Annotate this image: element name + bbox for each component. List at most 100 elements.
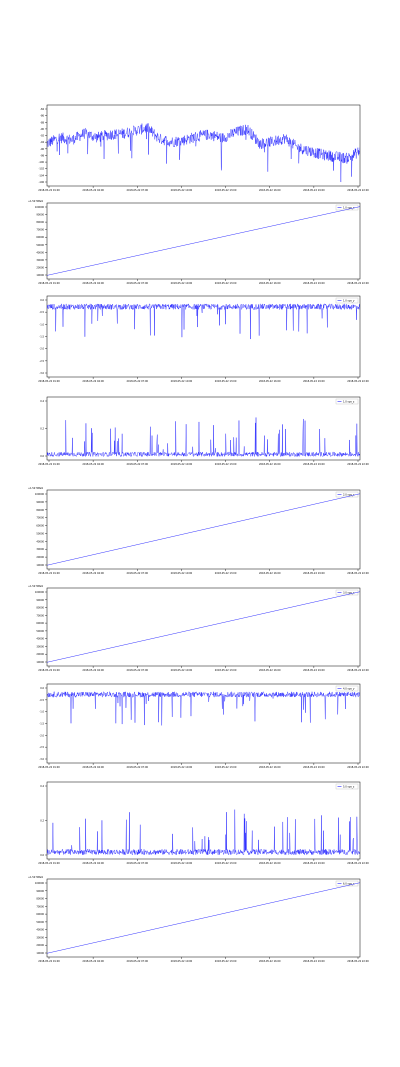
x-tick-label: 2018-05-22 10:00 [171, 766, 193, 769]
y-tick-label: 90000 [36, 599, 44, 602]
y-tick-label: 80000 [36, 509, 44, 512]
x-tick-label: 2018-05-22 22:00 [347, 463, 369, 466]
y-tick-label: -3.0 [39, 372, 44, 375]
legend-label: 5.0 ops_z [343, 786, 355, 789]
y-tick-label: 80000 [36, 898, 44, 901]
y-tick-label: 40000 [36, 929, 44, 932]
y-tick-label: 70000 [36, 614, 44, 617]
x-tick-label: 2018-05-22 01:00 [38, 572, 60, 575]
x-tick-label: 2018-05-22 07:00 [127, 463, 149, 466]
legend-box [335, 297, 359, 304]
x-tick-label: 2018-05-22 10:00 [171, 572, 193, 575]
axis-offset-text: +1.52708e9 [28, 200, 43, 203]
legend-label: 6.0 ops_x [343, 883, 355, 886]
y-tick-label: 0.2 [40, 428, 44, 431]
x-tick-label: 2018-05-22 01:00 [38, 669, 60, 672]
x-tick-label: 2018-05-22 07:00 [127, 572, 149, 575]
chart-panel-1: -84 -86 -88 -90 -92 -94 -96 -98 -100 -102 -104 -106… [38, 104, 369, 192]
y-tick-label: 60000 [36, 236, 44, 239]
x-tick-label: 2018-05-22 07:00 [127, 862, 149, 865]
y-tick-label: -98 [40, 154, 44, 157]
y-tick-label: -84 [40, 108, 44, 111]
y-tick-label: 10000 [36, 952, 44, 955]
x-tick-label: 2018-05-22 19:00 [303, 766, 325, 769]
x-tick-label: 2018-05-22 13:00 [215, 282, 237, 285]
x-tick-label: 2018-05-22 01:00 [38, 862, 60, 865]
x-tick-label: 2018-05-22 22:00 [347, 572, 369, 575]
plot-frame [46, 781, 361, 860]
x-tick-label: 2018-05-22 19:00 [303, 960, 325, 963]
y-tick-label: 0.4 [40, 785, 44, 788]
legend-box [335, 589, 359, 596]
y-tick-label: -90 [40, 128, 44, 131]
legend-box [335, 783, 359, 790]
x-tick-label: 2018-05-22 19:00 [303, 669, 325, 672]
chart-panel-8: 0.4 0.2 0.0 2018-05-22 01:00 2018-05-22 04:0… [38, 781, 369, 865]
axis-offset-text: +1.52708e9 [28, 487, 43, 490]
y-tick-label: 70000 [36, 229, 44, 232]
y-tick-label: -0.5 [39, 311, 44, 314]
y-tick-label: -2.0 [39, 734, 44, 737]
y-tick-label: -1.5 [39, 723, 44, 726]
y-tick-label: -100 [39, 161, 45, 164]
chart-panel-9: 100000 90000 80000 70000 60000 50000 40000 3000… [28, 876, 369, 963]
x-tick-label: 2018-05-22 10:00 [171, 189, 193, 192]
y-tick-label: 80000 [36, 221, 44, 224]
x-tick-label: 2018-05-22 07:00 [127, 189, 149, 192]
chart-panel-7: 0.0 -0.5 -1.0 -1.5 -2.0 -2.5 -3.0 2018-05-22 01… [38, 683, 369, 769]
y-tick-label: -104 [39, 174, 45, 177]
x-tick-label: 2018-05-22 04:00 [82, 380, 104, 383]
x-tick-label: 2018-05-22 04:00 [82, 669, 104, 672]
legend-label: 1.0 ops_z [343, 401, 355, 404]
series-line [47, 591, 360, 663]
x-tick-label: 2018-05-22 13:00 [215, 960, 237, 963]
x-tick-label: 2018-05-22 16:00 [259, 189, 281, 192]
x-tick-label: 2018-05-22 13:00 [215, 862, 237, 865]
legend-box [335, 491, 359, 498]
y-tick-label: 90000 [36, 890, 44, 893]
x-tick-label: 2018-05-22 01:00 [38, 380, 60, 383]
series-line [47, 809, 360, 856]
y-tick-label: 10000 [36, 564, 44, 567]
y-tick-label: 20000 [36, 944, 44, 947]
y-tick-label: 40000 [36, 251, 44, 254]
y-tick-label: 10000 [36, 661, 44, 664]
x-tick-label: 2018-05-22 22:00 [347, 380, 369, 383]
y-tick-label: -94 [40, 141, 44, 144]
y-tick-label: 50000 [36, 244, 44, 247]
x-tick-label: 2018-05-22 13:00 [215, 189, 237, 192]
y-tick-label: -2.5 [39, 360, 44, 363]
y-tick-label: 20000 [36, 653, 44, 656]
legend-box [335, 398, 359, 405]
legend-box [335, 880, 359, 887]
y-tick-label: 10000 [36, 274, 44, 277]
y-tick-label: -1.5 [39, 336, 44, 339]
legend-label: 1.0 ops_y [343, 300, 355, 303]
y-tick-label: -86 [40, 115, 44, 118]
y-tick-label: 20000 [36, 266, 44, 269]
y-tick-label: 40000 [36, 540, 44, 543]
x-tick-label: 2018-05-22 10:00 [171, 669, 193, 672]
y-tick-label: 100000 [35, 591, 45, 594]
y-tick-label: 0.0 [40, 299, 44, 302]
x-tick-label: 2018-05-22 04:00 [82, 189, 104, 192]
series-line [47, 882, 360, 954]
y-tick-label: -88 [40, 121, 44, 124]
x-tick-label: 2018-05-22 13:00 [215, 572, 237, 575]
x-tick-label: 2018-05-22 10:00 [171, 960, 193, 963]
x-tick-label: 2018-05-22 13:00 [215, 380, 237, 383]
y-tick-label: 90000 [36, 501, 44, 504]
plot-frame [46, 489, 361, 570]
x-tick-label: 2018-05-22 04:00 [82, 766, 104, 769]
x-tick-label: 2018-05-22 10:00 [171, 282, 193, 285]
y-tick-label: -3.0 [39, 758, 44, 761]
x-tick-label: 2018-05-22 16:00 [259, 960, 281, 963]
y-tick-label: 70000 [36, 517, 44, 520]
x-tick-label: 2018-05-22 04:00 [82, 282, 104, 285]
series-line [47, 303, 360, 340]
y-tick-label: 40000 [36, 638, 44, 641]
y-tick-label: 20000 [36, 556, 44, 559]
y-tick-label: -102 [39, 168, 45, 171]
x-tick-label: 2018-05-22 16:00 [259, 463, 281, 466]
y-tick-label: 70000 [36, 905, 44, 908]
